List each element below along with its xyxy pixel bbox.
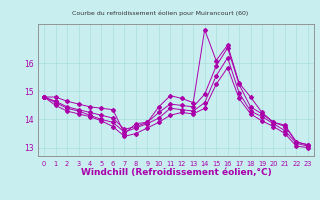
Text: Courbe du refroidissement éolien pour Muirancourt (60): Courbe du refroidissement éolien pour Mu…: [72, 10, 248, 16]
X-axis label: Windchill (Refroidissement éolien,°C): Windchill (Refroidissement éolien,°C): [81, 168, 271, 177]
